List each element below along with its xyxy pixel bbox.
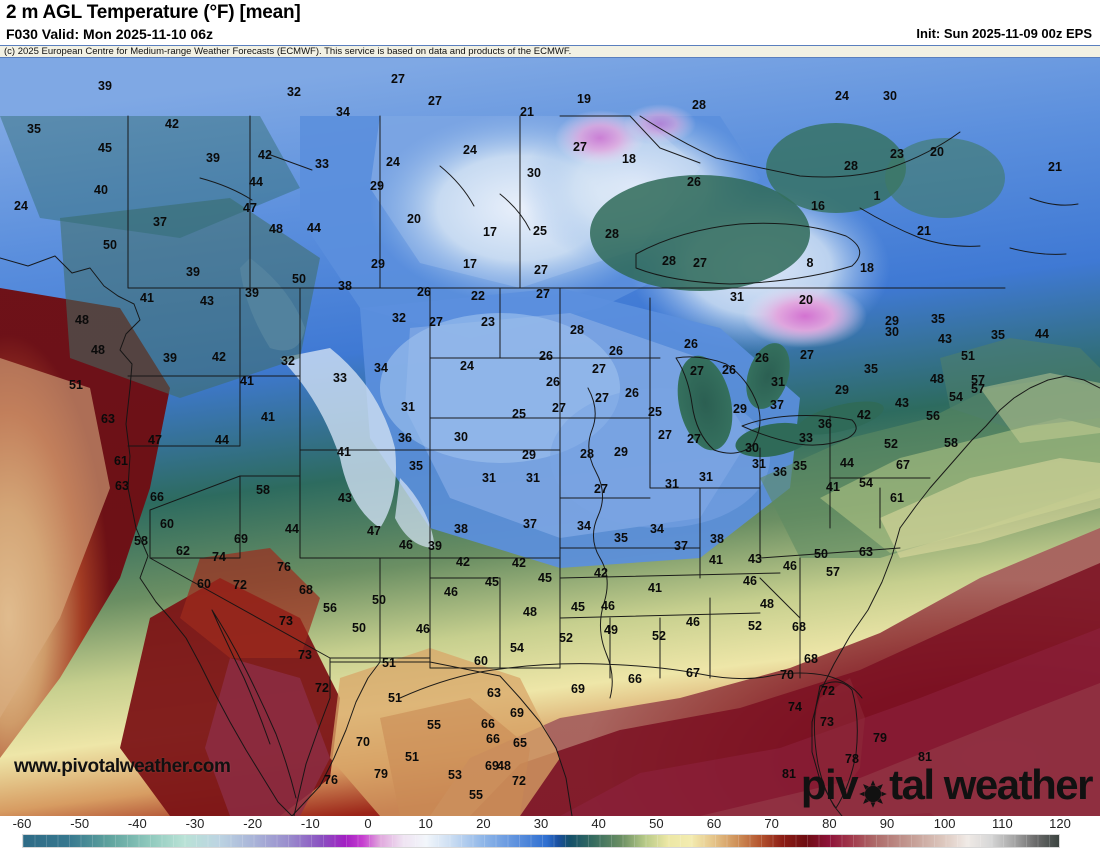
colorbar-tick-label: 30 <box>533 816 549 831</box>
colorbar-tick-label: 120 <box>1049 816 1071 831</box>
colorbar-tick-label: -30 <box>185 816 205 831</box>
site-url[interactable]: www.pivotalweather.com <box>14 756 231 777</box>
colorbar-tick-label: 60 <box>706 816 722 831</box>
colorbar-tick-label: -10 <box>300 816 320 831</box>
temperature-map[interactable]: 39 32 27 27 34 21 19 28 24 30 35 42 45 39 42 33 24 24 30 27… <box>0 58 1100 816</box>
map-canvas <box>0 58 1100 816</box>
colorbar-tick-label: 100 <box>933 816 956 831</box>
colorbar[interactable]: -60 -50 -40 -30 -20 -10 0 10 20 30 40 50 60 70 80 90 100… <box>0 816 1100 850</box>
colorbar-tick-label: 110 <box>991 816 1013 831</box>
gear-icon <box>858 774 888 808</box>
colorbar-tick-label: -40 <box>127 816 147 831</box>
colorbar-tick-label: -20 <box>243 816 263 831</box>
colorbar-tick-label: 80 <box>822 816 837 831</box>
page-title: 2 m AGL Temperature (°F) [mean] <box>6 2 301 23</box>
colorbar-tick-label: 50 <box>649 816 664 831</box>
colorbar-tick-label: 10 <box>418 816 433 831</box>
colorbar-tick-label: -50 <box>70 816 90 831</box>
map-header: 2 m AGL Temperature (°F) [mean] F030 Val… <box>0 0 1100 45</box>
colorbar-gradient <box>22 834 1060 848</box>
colorbar-tick-label: 0 <box>364 816 372 831</box>
logo-text-pre: piv <box>800 761 859 808</box>
pivotal-weather-logo: piv tal weat <box>800 761 1093 808</box>
init-time-label: Init: Sun 2025-11-09 00z EPS <box>916 26 1092 41</box>
colorbar-tick-label: 40 <box>591 816 606 831</box>
colorbar-tick-label: -60 <box>12 816 32 831</box>
political-borders <box>0 115 1100 816</box>
colorbar-tick-label: 20 <box>476 816 491 831</box>
colorbar-tick-label: 70 <box>764 816 779 831</box>
logo-text-post: tal weather <box>889 761 1093 808</box>
colorbar-ticks: -60 -50 -40 -30 -20 -10 0 10 20 30 40 50 60 70 80 90 100… <box>0 816 1100 833</box>
colorbar-tick-label: 90 <box>879 816 895 831</box>
attribution-bar: (c) 2025 European Centre for Medium-rang… <box>0 45 1100 58</box>
valid-time-label: F030 Valid: Mon 2025-11-10 06z <box>6 26 213 42</box>
